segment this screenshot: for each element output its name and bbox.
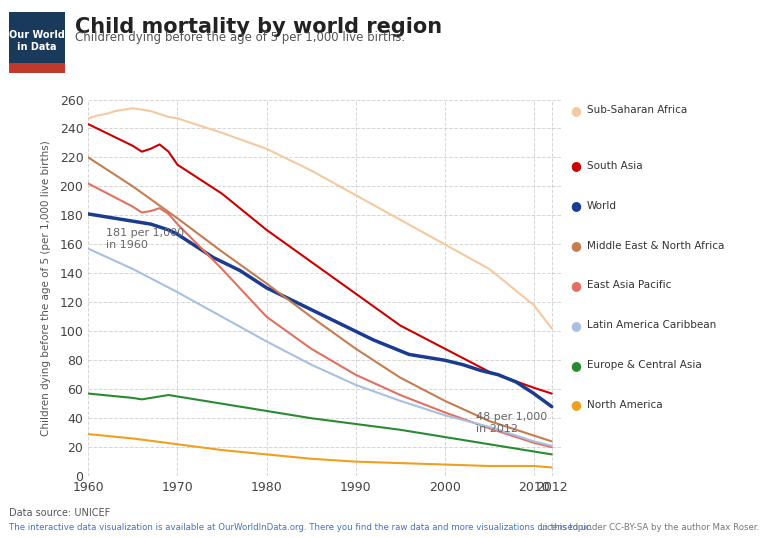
Text: Our World
in Data: Our World in Data [9, 30, 65, 52]
Text: ●: ● [570, 319, 581, 332]
Text: ●: ● [570, 399, 581, 412]
Text: ●: ● [570, 359, 581, 372]
Text: 181 per 1,000
in 1960: 181 per 1,000 in 1960 [106, 229, 184, 250]
Text: ●: ● [570, 160, 581, 173]
Y-axis label: Children dying before the age of 5 (per 1,000 live births): Children dying before the age of 5 (per … [41, 140, 51, 436]
Text: South Asia: South Asia [587, 161, 642, 171]
Text: North America: North America [587, 400, 662, 410]
Text: Data source: UNICEF: Data source: UNICEF [9, 508, 111, 519]
Text: Child mortality by world region: Child mortality by world region [75, 17, 442, 37]
Text: Sub-Saharan Africa: Sub-Saharan Africa [587, 105, 687, 115]
Text: ●: ● [570, 200, 581, 213]
Text: East Asia Pacific: East Asia Pacific [587, 280, 671, 291]
Text: 48 per 1,000
in 2012: 48 per 1,000 in 2012 [476, 413, 548, 434]
Text: Licensed under CC-BY-SA by the author Max Roser.: Licensed under CC-BY-SA by the author Ma… [540, 523, 759, 532]
Text: ●: ● [570, 279, 581, 292]
Text: Children dying before the age of 5 per 1,000 live births.: Children dying before the age of 5 per 1… [75, 31, 406, 44]
Text: ●: ● [570, 104, 581, 117]
Text: Latin America Caribbean: Latin America Caribbean [587, 320, 716, 330]
Text: ●: ● [570, 239, 581, 252]
Text: Europe & Central Asia: Europe & Central Asia [587, 360, 701, 370]
Text: Middle East & North Africa: Middle East & North Africa [587, 240, 724, 251]
Text: The interactive data visualization is available at OurWorldInData.org. There you: The interactive data visualization is av… [9, 523, 594, 532]
Text: World: World [587, 201, 617, 211]
